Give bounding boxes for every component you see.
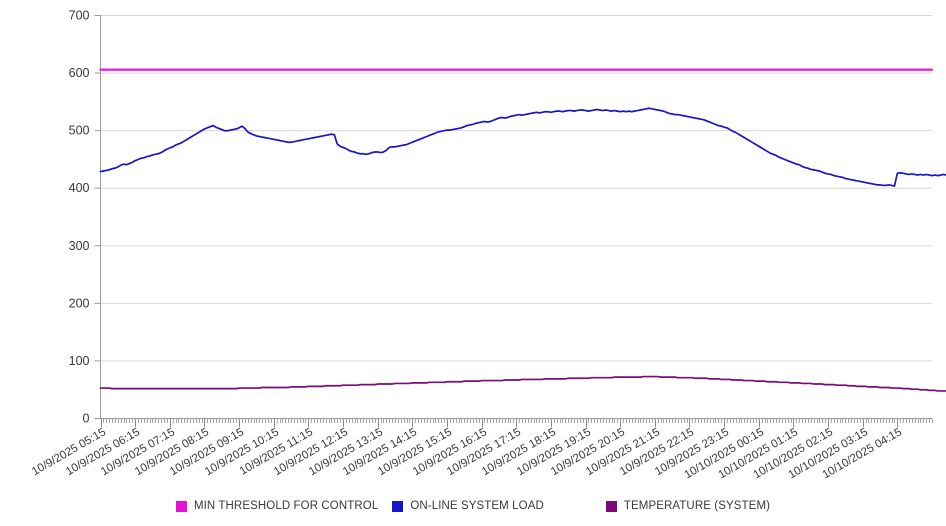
series-temperature-system [99,375,946,392]
y-axis-tick-label: 400 [69,181,90,195]
legend-item-on-line-system-load[interactable]: ON-LINE SYSTEM LOAD [392,500,544,512]
legend-item-min-threshold-for-control[interactable]: MIN THRESHOLD FOR CONTROL [175,500,379,512]
chart-plot-area: 0 100 200 300 400 500 600 700 10/9/2025 05:1510… [30,9,946,481]
y-axis-tick-label: 500 [69,124,90,138]
legend-swatch-icon [392,500,404,512]
y-axis-tick-label: 700 [69,9,90,23]
y-axis-tick-label: 200 [69,296,90,310]
x-axis-major-ticks [101,419,898,427]
y-axis-tick-label: 0 [83,412,90,426]
legend-label: TEMPERATURE (SYSTEM) [623,500,771,512]
legend-label: MIN THRESHOLD FOR CONTROL [193,500,379,512]
legend-item-temperature-system[interactable]: TEMPERATURE (SYSTEM) [605,500,771,512]
y-axis-tick-label: 300 [69,239,90,253]
legend-swatch-icon [605,500,617,512]
legend-swatch-icon [175,500,187,512]
y-axis-tick-label: 600 [69,66,90,80]
y-axis-tick-labels: 0 100 200 300 400 500 600 700 [69,9,90,426]
chart-legend: MIN THRESHOLD FOR CONTROL ON-LINE SYSTEM… [0,494,946,518]
y-axis-tick-label: 100 [69,354,90,368]
legend-label: ON-LINE SYSTEM LOAD [410,500,544,512]
grid-lines [94,15,932,419]
series-on-line-system-load [99,107,946,187]
